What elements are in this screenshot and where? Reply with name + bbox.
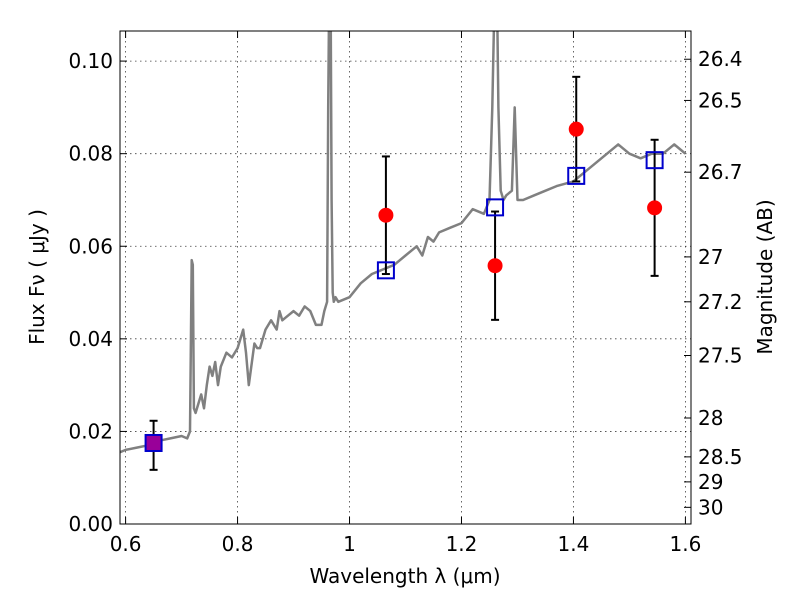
grid xyxy=(120,31,691,525)
y-axis-left-title: Flux Fν ( μJy ) xyxy=(25,209,49,345)
axis-ticks: 0.6 0.8 1 1.2 1.4 1.6 0.00 0.02 0.04 0.06 0.08 0.10… xyxy=(68,31,743,556)
right-tick-label: 28 xyxy=(698,406,723,430)
right-tick-label: 26.4 xyxy=(698,47,743,71)
synthetic-square xyxy=(486,198,505,217)
y-tick-label: 0.10 xyxy=(68,49,113,73)
observed-point xyxy=(487,258,503,274)
plot-frame xyxy=(119,30,692,525)
right-tick-label: 26.5 xyxy=(698,88,743,112)
right-tick-label: 27 xyxy=(698,245,723,269)
synthetic-square xyxy=(144,433,163,452)
x-tick-label: 1 xyxy=(343,532,356,556)
right-tick-label: 27.2 xyxy=(698,290,743,314)
model-spectrum-line xyxy=(120,31,687,454)
x-tick-label: 1.6 xyxy=(669,532,701,556)
x-axis-title: Wavelength λ (μm) xyxy=(309,564,500,588)
synthetic-square xyxy=(645,151,664,170)
right-tick-label: 27.5 xyxy=(698,344,743,368)
y-tick-label: 0.02 xyxy=(68,419,113,443)
synthetic-square xyxy=(567,166,586,185)
y-tick-label: 0.06 xyxy=(68,234,113,258)
y-tick-label: 0.04 xyxy=(68,327,113,351)
observed-point xyxy=(568,121,584,137)
right-tick-label: 29 xyxy=(698,470,723,494)
y-axis-right-title: Magnitude (AB) xyxy=(753,199,777,354)
synthetic-square xyxy=(376,261,395,280)
right-tick-label: 28.5 xyxy=(698,445,743,469)
y-tick-label: 0.00 xyxy=(68,512,113,536)
x-tick-label: 0.8 xyxy=(222,532,254,556)
observed-point xyxy=(647,200,663,216)
right-tick-label: 26.7 xyxy=(698,160,743,184)
right-tick-label: 30 xyxy=(698,495,723,519)
observed-point xyxy=(378,207,394,223)
x-tick-label: 1.2 xyxy=(446,532,478,556)
x-tick-label: 0.6 xyxy=(110,532,142,556)
y-tick-label: 0.08 xyxy=(68,142,113,166)
x-tick-label: 1.4 xyxy=(558,532,590,556)
plot-area xyxy=(120,31,687,471)
